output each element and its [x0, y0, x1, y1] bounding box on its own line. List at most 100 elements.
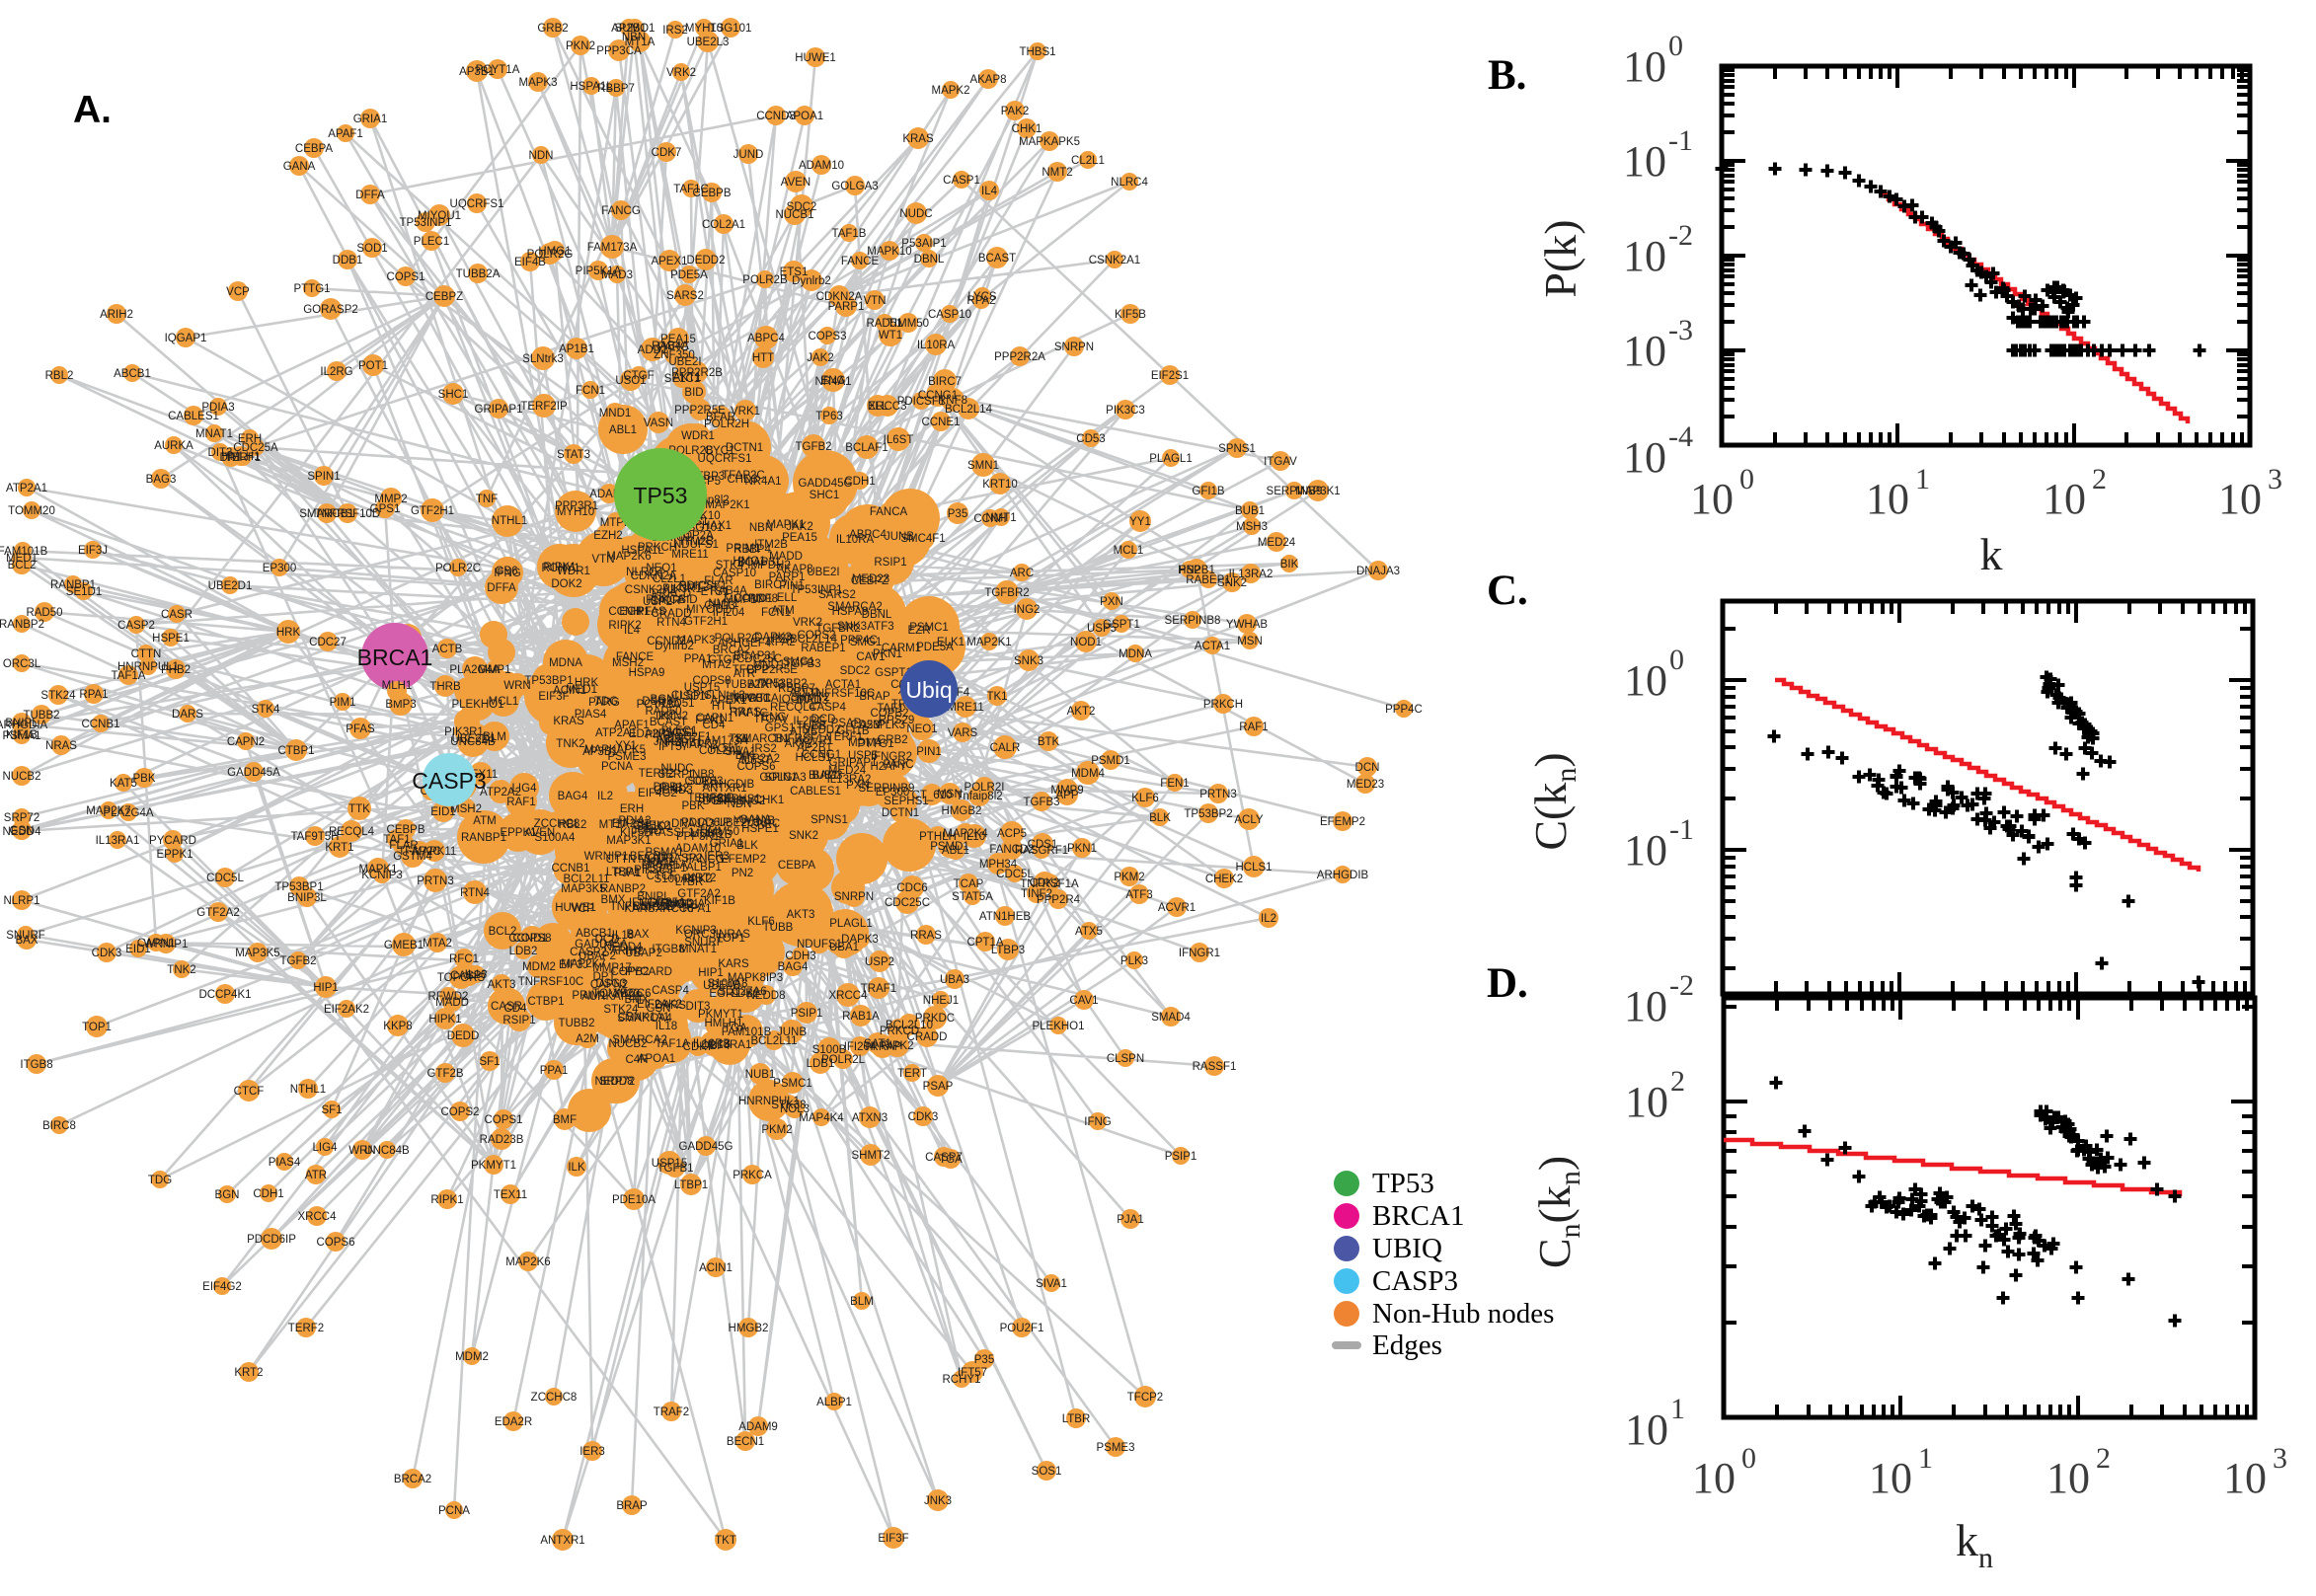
svg-text:TFCP2: TFCP2 — [1127, 1392, 1163, 1404]
svg-text:MSN: MSN — [1237, 636, 1263, 647]
svg-text:GTF2A2: GTF2A2 — [196, 907, 239, 919]
svg-text:TUBB2: TUBB2 — [23, 710, 59, 722]
svg-text:CASP7: CASP7 — [925, 1152, 963, 1164]
svg-text:ABPC4: ABPC4 — [849, 529, 887, 541]
svg-text:GADD45A: GADD45A — [227, 767, 280, 779]
svg-text:TEX11: TEX11 — [494, 1189, 527, 1201]
svg-text:SLNtrk3: SLNtrk3 — [522, 353, 564, 365]
svg-text:NOD1: NOD1 — [1070, 637, 1102, 648]
svg-text:TP53BP2: TP53BP2 — [1184, 808, 1232, 820]
svg-text:CHEK2: CHEK2 — [1205, 874, 1243, 885]
svg-text:CL2L1: CL2L1 — [1071, 155, 1105, 167]
svg-text:PRKCD: PRKCD — [880, 1026, 919, 1037]
svg-text:DBF4: DBF4 — [701, 1040, 731, 1052]
svg-text:HSPA9: HSPA9 — [832, 606, 869, 618]
svg-text:BCLAF1: BCLAF1 — [845, 442, 888, 454]
svg-text:FCN1: FCN1 — [576, 385, 605, 397]
svg-text:GRB2: GRB2 — [877, 734, 907, 746]
svg-text:APEX1: APEX1 — [651, 256, 687, 267]
svg-text:MAP2K6: MAP2K6 — [606, 551, 651, 563]
svg-text:EGR1: EGR1 — [619, 606, 650, 618]
svg-text:-3: -3 — [1668, 314, 1693, 346]
svg-text:TGFB2: TGFB2 — [795, 441, 831, 453]
svg-text:SMG1: SMG1 — [850, 637, 883, 648]
svg-text:CDC6: CDC6 — [896, 882, 927, 894]
svg-text:MAP3K1: MAP3K1 — [606, 835, 651, 847]
svg-text:SNRPN: SNRPN — [834, 891, 874, 903]
svg-text:IL13RA1: IL13RA1 — [96, 835, 140, 847]
svg-text:BAG3: BAG3 — [812, 770, 843, 782]
svg-text:CAPN2: CAPN2 — [227, 736, 265, 748]
svg-text:THRB: THRB — [429, 681, 461, 693]
svg-text:COPS3: COPS3 — [685, 776, 724, 788]
svg-text:HRK: HRK — [276, 627, 301, 639]
svg-text:10: 10 — [1624, 826, 1667, 874]
svg-text:FAM173A: FAM173A — [587, 242, 638, 254]
svg-text:TUBB2A: TUBB2A — [456, 268, 501, 280]
svg-text:CTCF: CTCF — [234, 1086, 265, 1098]
svg-text:LDB2: LDB2 — [509, 946, 538, 957]
svg-text:10: 10 — [1625, 1406, 1668, 1454]
svg-text:TGA: TGA — [724, 1023, 747, 1034]
svg-text:USP15: USP15 — [652, 1158, 687, 1170]
svg-text:MAP2K6: MAP2K6 — [505, 1256, 550, 1268]
svg-text:Non-Hub nodes: Non-Hub nodes — [1372, 1298, 1554, 1330]
svg-text:SMN1: SMN1 — [967, 460, 999, 472]
svg-text:STK24: STK24 — [40, 690, 76, 702]
svg-text:IL2RG: IL2RG — [320, 366, 352, 378]
svg-text:CALR: CALR — [990, 742, 1021, 754]
svg-text:CASP3: CASP3 — [1372, 1265, 1458, 1297]
svg-text:TUBB: TUBB — [763, 922, 794, 934]
svg-text:GOLGA3: GOLGA3 — [831, 181, 878, 192]
svg-text:RBBP7: RBBP7 — [778, 683, 815, 695]
svg-text:TP53INP1: TP53INP1 — [790, 584, 842, 596]
svg-text:SMARCB1: SMARCB1 — [299, 508, 354, 520]
svg-text:TERF2: TERF2 — [288, 1323, 324, 1334]
svg-text:ADAM9: ADAM9 — [738, 1421, 778, 1433]
svg-text:SUMO1: SUMO1 — [615, 23, 656, 35]
svg-text:Edges: Edges — [1372, 1330, 1442, 1361]
svg-text:PPP3R1: PPP3R1 — [555, 500, 598, 512]
svg-text:RTN4: RTN4 — [460, 887, 490, 899]
svg-text:DNAJA3: DNAJA3 — [1356, 566, 1400, 577]
svg-text:PXN: PXN — [1100, 596, 1123, 608]
svg-text:FEN1: FEN1 — [1160, 778, 1189, 790]
svg-text:FAM173A: FAM173A — [698, 735, 748, 747]
svg-text:ATF3: ATF3 — [867, 621, 893, 633]
svg-text:RBL2: RBL2 — [45, 370, 74, 382]
svg-text:MPH34: MPH34 — [979, 859, 1018, 871]
svg-text:POLR2L: POLR2L — [821, 1054, 866, 1066]
svg-text:BRAP: BRAP — [859, 691, 890, 703]
svg-text:PZP: PZP — [621, 991, 644, 1003]
svg-text:EIF4G2: EIF4G2 — [202, 1281, 242, 1293]
svg-text:10: 10 — [1623, 42, 1666, 91]
svg-text:WDR1: WDR1 — [681, 430, 715, 442]
svg-text:CASP4: CASP4 — [652, 985, 689, 997]
svg-text:MED23: MED23 — [1347, 779, 1384, 791]
svg-text:B.: B. — [1488, 52, 1526, 99]
svg-text:IFI204: IFI204 — [844, 1041, 877, 1053]
svg-text:FLAR: FLAR — [389, 840, 418, 852]
svg-text:DARS: DARS — [172, 709, 203, 721]
svg-text:TP53BP1: TP53BP1 — [524, 675, 573, 687]
svg-text:BAG3: BAG3 — [146, 474, 177, 486]
svg-text:P53AIP1: P53AIP1 — [901, 238, 946, 250]
svg-text:BRCA2: BRCA2 — [713, 645, 750, 656]
svg-text:ATN1HEB: ATN1HEB — [979, 911, 1032, 923]
svg-text:ACVR1: ACVR1 — [1158, 902, 1196, 914]
svg-text:10: 10 — [1624, 982, 1667, 1030]
svg-text:IL10RA: IL10RA — [917, 340, 956, 351]
svg-text:2: 2 — [1670, 1065, 1685, 1098]
svg-text:ZCCHC8: ZCCHC8 — [534, 818, 580, 830]
svg-text:1: 1 — [1915, 463, 1930, 495]
svg-text:PLEKHO1: PLEKHO1 — [1032, 1021, 1084, 1032]
svg-text:EGR1: EGR1 — [709, 988, 739, 1000]
svg-text:-1: -1 — [1669, 813, 1694, 846]
svg-text:TKT: TKT — [715, 1535, 736, 1547]
svg-text:PYCARD: PYCARD — [149, 835, 196, 847]
svg-text:CTBP1: CTBP1 — [277, 745, 314, 757]
svg-text:NUCB2: NUCB2 — [3, 771, 41, 783]
svg-text:IL6ST: IL6ST — [884, 434, 914, 446]
svg-text:MED1: MED1 — [6, 553, 38, 565]
svg-text:AP1B1: AP1B1 — [559, 343, 594, 355]
